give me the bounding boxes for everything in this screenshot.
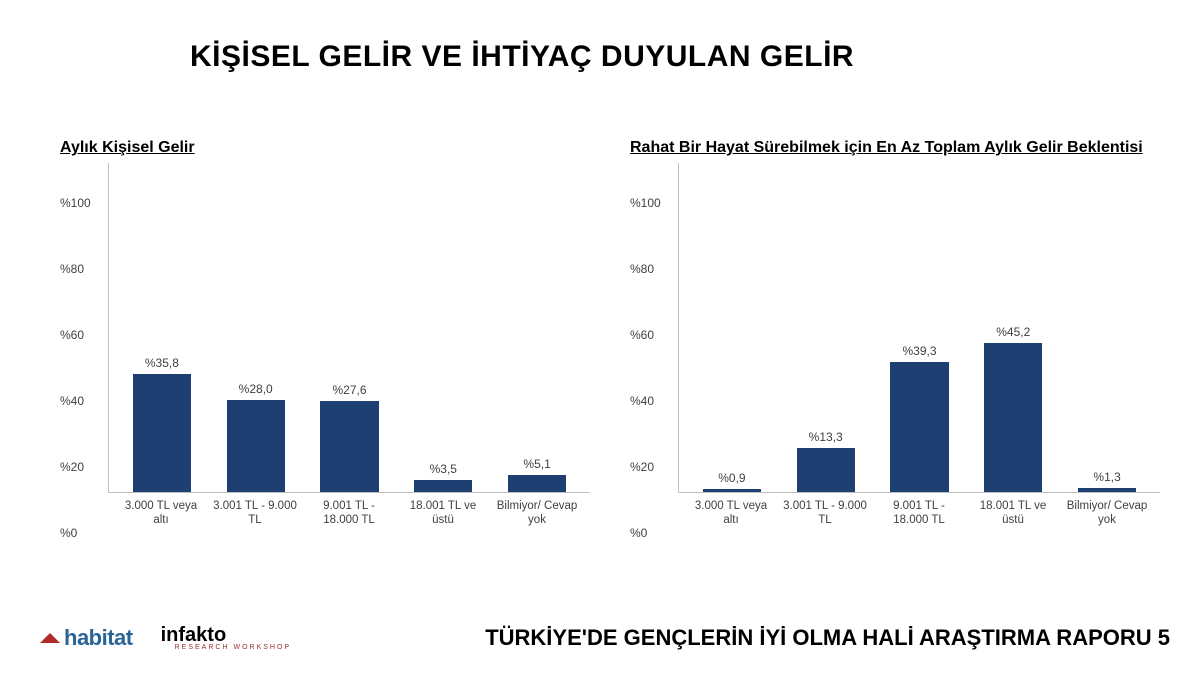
chart-subtitle: Aylık Kişisel Gelir xyxy=(60,115,590,157)
y-tick-label: %80 xyxy=(60,262,84,276)
x-tick-label: 18.001 TL ve üstü xyxy=(396,499,490,528)
y-tick-label: %40 xyxy=(60,394,84,408)
bar-value-label: %3,5 xyxy=(430,462,457,476)
chart-area: %0,9 %13,3 %39,3 %45,2 %1,3 3.000 TL veya al… xyxy=(630,163,1160,533)
bar-rect xyxy=(227,400,285,492)
x-tick-label: 3.000 TL veya altı xyxy=(114,499,208,528)
logo-infakto: infakto RESEARCH WORKSHOP xyxy=(161,624,291,651)
infakto-sub: RESEARCH WORKSHOP xyxy=(175,644,291,651)
footer-title: TÜRKİYE'DE GENÇLERİN İYİ OLMA HALİ ARAŞT… xyxy=(485,625,1170,651)
x-tick-label: 9.001 TL - 18.000 TL xyxy=(302,499,396,528)
chart-area: %35,8 %28,0 %27,6 %3,5 %5,1 3.000 TL veya al… xyxy=(60,163,590,533)
habitat-roof-icon xyxy=(40,633,60,643)
y-tick-label: %0 xyxy=(60,526,77,540)
y-tick-label: %60 xyxy=(630,328,654,342)
x-tick-label: 3.000 TL veya altı xyxy=(684,499,778,528)
plot-right: %0,9 %13,3 %39,3 %45,2 %1,3 xyxy=(678,163,1160,493)
plot-left: %35,8 %28,0 %27,6 %3,5 %5,1 xyxy=(108,163,590,493)
y-tick-label: %100 xyxy=(60,196,91,210)
bar-value-label: %1,3 xyxy=(1093,470,1120,484)
bar-value-label: %45,2 xyxy=(996,325,1030,339)
y-tick-label: %40 xyxy=(630,394,654,408)
y-tick-label: %80 xyxy=(630,262,654,276)
bar-slot: %27,6 xyxy=(303,163,397,492)
bar-value-label: %27,6 xyxy=(332,383,366,397)
bar-slot: %1,3 xyxy=(1060,163,1154,492)
bar-slot: %5,1 xyxy=(490,163,584,492)
bar-slot: %35,8 xyxy=(115,163,209,492)
x-tick-label: 3.001 TL - 9.000 TL xyxy=(208,499,302,528)
bar-rect xyxy=(508,475,566,492)
bar-slot: %28,0 xyxy=(209,163,303,492)
bar-value-label: %13,3 xyxy=(809,430,843,444)
logo-habitat: habitat xyxy=(40,625,133,651)
bar-slot: %13,3 xyxy=(779,163,873,492)
x-tick-label: Bilmiyor/ Cevap yok xyxy=(490,499,584,528)
bar-value-label: %0,9 xyxy=(718,471,745,485)
x-labels: 3.000 TL veya altı3.001 TL - 9.000 TL9.0… xyxy=(678,493,1160,528)
chart-panel-left: Aylık Kişisel Gelir %35,8 %28,0 %27,6 %3,5%… xyxy=(60,115,590,533)
logos: habitat infakto RESEARCH WORKSHOP xyxy=(40,624,291,651)
x-tick-label: 18.001 TL ve üstü xyxy=(966,499,1060,528)
y-tick-label: %60 xyxy=(60,328,84,342)
y-tick-label: %0 xyxy=(630,526,647,540)
charts-row: Aylık Kişisel Gelir %35,8 %28,0 %27,6 %3,5%… xyxy=(60,115,1160,533)
bar-rect xyxy=(890,362,948,492)
chart-panel-right: Rahat Bir Hayat Sürebilmek için En Az To… xyxy=(630,115,1160,533)
bar-slot: %45,2 xyxy=(966,163,1060,492)
footer: habitat infakto RESEARCH WORKSHOP TÜRKİY… xyxy=(40,624,1170,651)
bar-slot: %3,5 xyxy=(396,163,490,492)
y-tick-label: %20 xyxy=(60,460,84,474)
bar-rect xyxy=(414,480,472,492)
bar-value-label: %28,0 xyxy=(239,382,273,396)
x-tick-label: 3.001 TL - 9.000 TL xyxy=(778,499,872,528)
x-tick-label: 9.001 TL - 18.000 TL xyxy=(872,499,966,528)
bar-rect xyxy=(797,448,855,492)
y-tick-label: %20 xyxy=(630,460,654,474)
y-tick-label: %100 xyxy=(630,196,661,210)
x-labels: 3.000 TL veya altı3.001 TL - 9.000 TL9.0… xyxy=(108,493,590,528)
x-tick-label: Bilmiyor/ Cevap yok xyxy=(1060,499,1154,528)
bar-rect xyxy=(984,343,1042,492)
bar-value-label: %35,8 xyxy=(145,356,179,370)
bar-slot: %39,3 xyxy=(873,163,967,492)
page-title: KİŞİSEL GELİR VE İHTİYAÇ DUYULAN GELİR xyxy=(190,40,854,74)
bar-slot: %0,9 xyxy=(685,163,779,492)
bar-rect xyxy=(1078,488,1136,492)
bar-value-label: %5,1 xyxy=(523,457,550,471)
bars-container: %35,8 %28,0 %27,6 %3,5 %5,1 xyxy=(109,163,590,492)
bar-rect xyxy=(320,401,378,492)
chart-subtitle: Rahat Bir Hayat Sürebilmek için En Az To… xyxy=(630,115,1160,157)
bar-value-label: %39,3 xyxy=(902,344,936,358)
habitat-text: habitat xyxy=(64,625,133,651)
bars-container: %0,9 %13,3 %39,3 %45,2 %1,3 xyxy=(679,163,1160,492)
bar-rect xyxy=(703,489,761,492)
bar-rect xyxy=(133,374,191,492)
